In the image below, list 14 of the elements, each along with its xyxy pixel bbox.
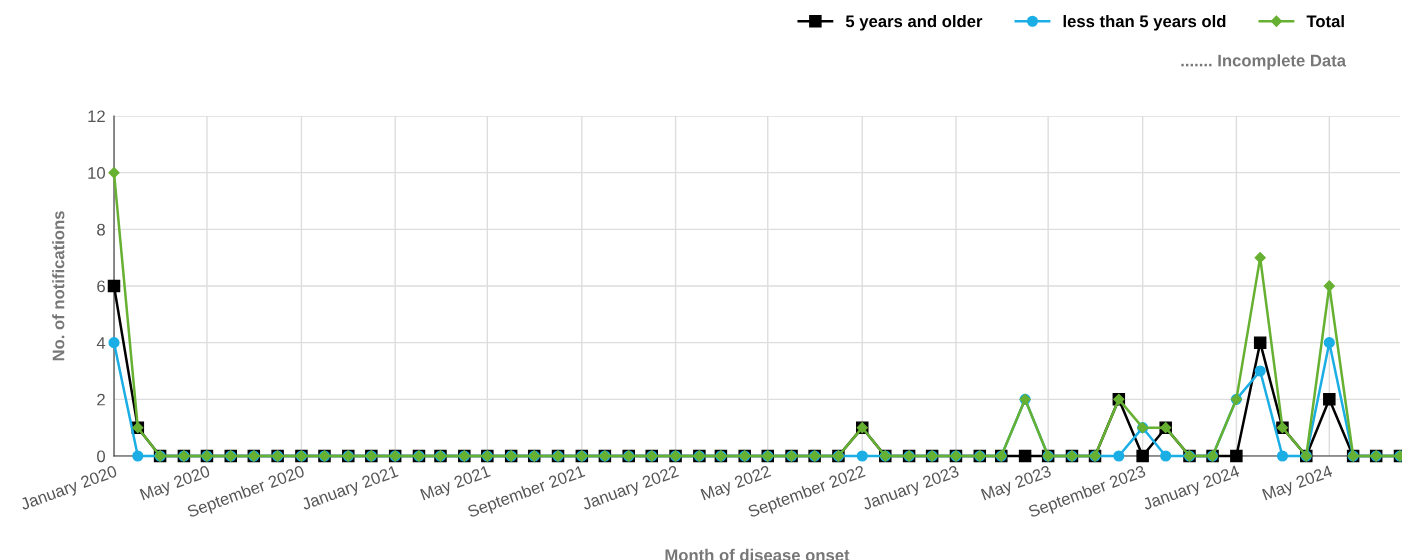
legend-label: less than 5 years old: [1063, 15, 1226, 31]
x-tick-label: January 2020: [19, 464, 119, 514]
y-tick-label: 10: [88, 167, 106, 179]
legend-label: Total: [1306, 15, 1344, 28]
legend-label: 5 years and older: [845, 15, 983, 31]
y-tick-label: 0: [97, 450, 106, 463]
y-tick-label: 4: [96, 337, 106, 349]
y-tick-label: 6: [97, 280, 105, 293]
y-tick-label: 2: [97, 393, 105, 406]
y-tick-label: 8: [97, 223, 105, 236]
y-tick-label: 12: [88, 110, 105, 123]
text: ....... Incomplete Data: [1181, 54, 1347, 70]
x-tick-label: May 2024: [1261, 464, 1335, 504]
y-axis-title: No. of notifications: [52, 211, 65, 361]
